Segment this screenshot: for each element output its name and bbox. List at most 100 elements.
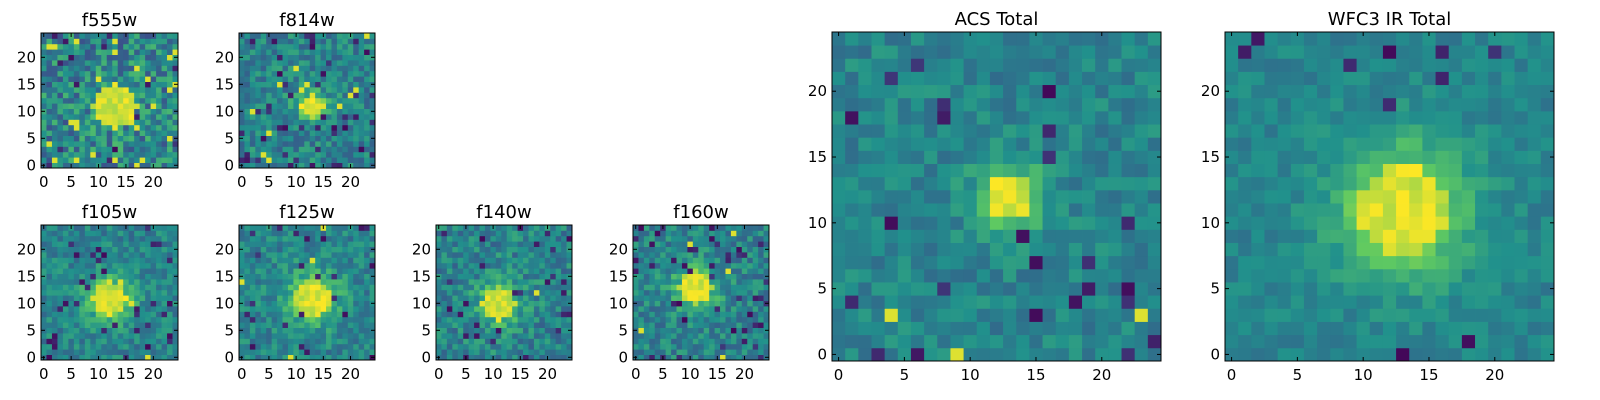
- heatmap-cell: [479, 306, 486, 312]
- heatmap-cell: [364, 316, 370, 323]
- heatmap-cell: [1527, 347, 1542, 362]
- heatmap-cell: [1409, 203, 1423, 217]
- heatmap-cell: [523, 354, 529, 361]
- heatmap-cell: [139, 65, 146, 72]
- heatmap-cell: [95, 306, 102, 312]
- heatmap-cell: [51, 162, 58, 169]
- heatmap-cell: [331, 246, 338, 253]
- heatmap-cell: [533, 230, 540, 237]
- heatmap-cell: [51, 70, 58, 77]
- heatmap-cell: [282, 322, 289, 328]
- heatmap-cell: [347, 349, 354, 355]
- heatmap-cell: [156, 60, 162, 66]
- heatmap-cell: [304, 343, 311, 350]
- heatmap-cell: [1475, 176, 1489, 191]
- heatmap-cell: [692, 322, 699, 328]
- heatmap-cell: [161, 257, 168, 264]
- heatmap-cell: [239, 252, 245, 258]
- heatmap-cell: [758, 316, 764, 323]
- heatmap-cell: [244, 354, 251, 361]
- heatmap-cell: [277, 38, 283, 45]
- heatmap-cell: [763, 268, 770, 274]
- heatmap-cell: [156, 284, 162, 291]
- heatmap-cell: [134, 70, 141, 77]
- heatmap-cell: [633, 289, 639, 296]
- heatmap-cell: [1095, 97, 1109, 112]
- heatmap-cell: [358, 146, 365, 153]
- heatmap-cell: [528, 230, 535, 237]
- heatmap-cell: [150, 49, 157, 55]
- heatmap-cell: [550, 306, 557, 312]
- heatmap-cell: [681, 343, 688, 350]
- heatmap-cell: [1303, 163, 1318, 178]
- heatmap-cell: [528, 333, 535, 339]
- heatmap-cell: [145, 241, 151, 247]
- heatmap-cell: [1501, 321, 1515, 336]
- heatmap-cell: [287, 230, 294, 237]
- heatmap-cell: [633, 311, 639, 318]
- heatmap-cell: [84, 300, 91, 307]
- heatmap-cell: [452, 284, 459, 291]
- heatmap-cell: [128, 252, 135, 258]
- heatmap-cell: [506, 338, 513, 345]
- heatmap-cell: [95, 87, 102, 93]
- heatmap-cell: [884, 32, 899, 46]
- heatmap-cell: [506, 327, 513, 334]
- heatmap-cell: [845, 84, 859, 99]
- heatmap-cell: [298, 114, 305, 120]
- heatmap-cell: [353, 268, 360, 274]
- heatmap-cell: [369, 114, 376, 120]
- heatmap-cell: [747, 311, 754, 318]
- heatmap-cell: [1475, 242, 1489, 257]
- panel-title: ACS Total: [955, 9, 1039, 30]
- heatmap-cell: [725, 295, 732, 301]
- heatmap-cell: [123, 60, 130, 66]
- heatmap-cell: [68, 151, 75, 158]
- heatmap-cell: [57, 343, 64, 350]
- heatmap-cell: [112, 157, 119, 163]
- heatmap-cell: [539, 279, 546, 285]
- heatmap-cell: [255, 311, 262, 318]
- heatmap-cell: [681, 273, 688, 280]
- heatmap-cell: [101, 268, 108, 274]
- heatmap-cell: [910, 242, 925, 257]
- heatmap-cell: [1225, 321, 1239, 336]
- heatmap-cell: [271, 230, 278, 237]
- heatmap-cell: [1121, 229, 1136, 243]
- heatmap-cell: [304, 225, 311, 231]
- heatmap-cell: [84, 97, 91, 104]
- heatmap-cell: [139, 114, 146, 120]
- heatmap-cell: [84, 141, 91, 147]
- heatmap-cell: [539, 246, 546, 253]
- heatmap-cell: [123, 135, 130, 142]
- heatmap-cell: [106, 333, 113, 339]
- heatmap-cell: [249, 289, 256, 296]
- heatmap-cell: [277, 338, 283, 345]
- x-tick-label: 20: [1092, 366, 1111, 384]
- heatmap-cell: [51, 43, 58, 50]
- heatmap-cell: [1225, 189, 1239, 204]
- heatmap-cell: [747, 257, 754, 264]
- heatmap-cell: [84, 76, 91, 82]
- heatmap-cell: [336, 92, 343, 99]
- heatmap-cell: [1055, 308, 1070, 322]
- heatmap-cell: [1343, 229, 1357, 243]
- heatmap-cell: [123, 289, 130, 296]
- heatmap-cell: [331, 124, 338, 131]
- heatmap-cell: [452, 241, 459, 247]
- heatmap-cell: [441, 235, 448, 242]
- heatmap-cell: [239, 241, 245, 247]
- heatmap-cell: [287, 108, 294, 115]
- heatmap-cell: [353, 157, 360, 163]
- heatmap-cell: [490, 306, 497, 312]
- heatmap-cell: [68, 316, 75, 323]
- heatmap-cell: [1147, 308, 1162, 322]
- heatmap-cell: [150, 43, 157, 50]
- heatmap-cell: [1042, 282, 1057, 296]
- heatmap-cell: [156, 141, 162, 147]
- heatmap-cell: [271, 108, 278, 115]
- heatmap-cell: [1068, 203, 1083, 217]
- heatmap-cell: [937, 110, 951, 125]
- heatmap-cell: [293, 338, 300, 345]
- heatmap-cell: [134, 141, 141, 147]
